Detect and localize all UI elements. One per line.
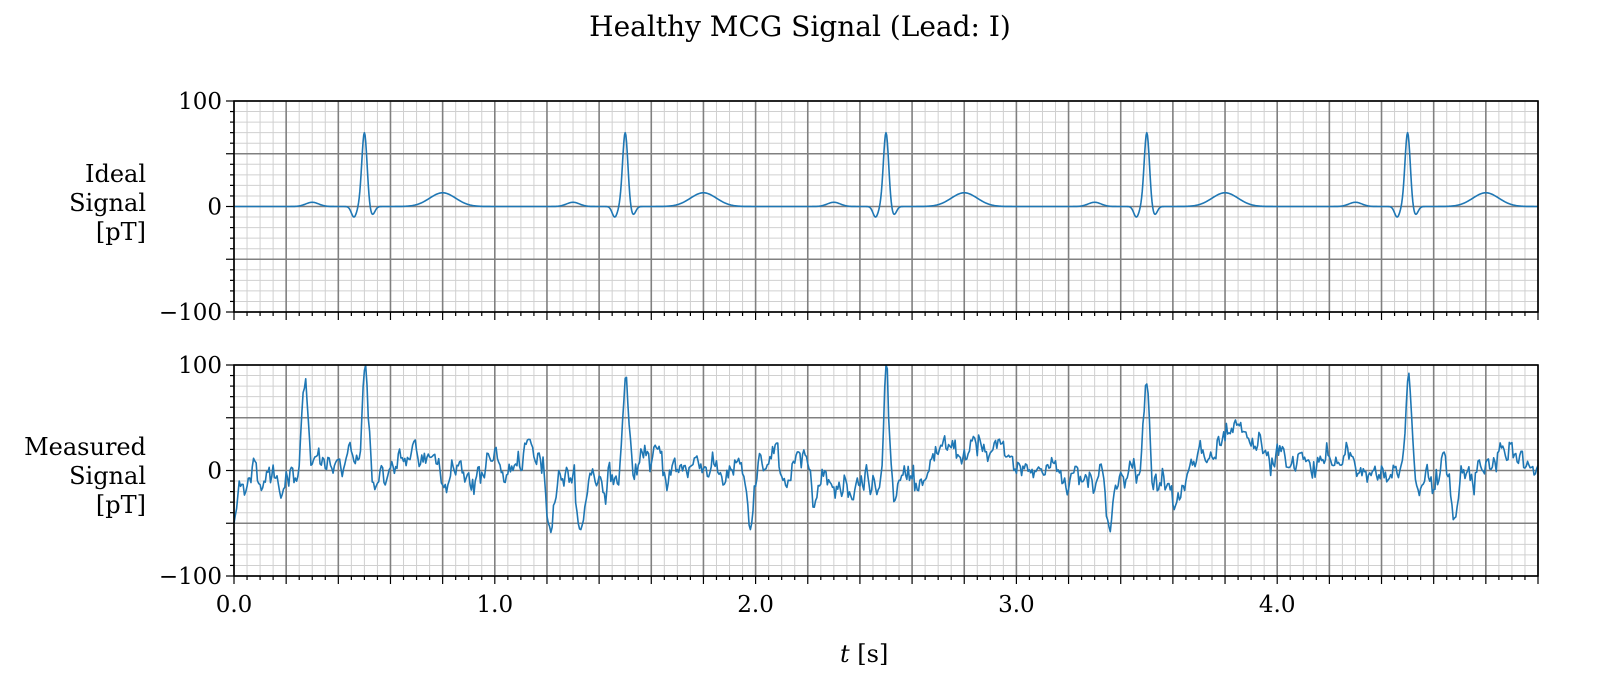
bottom-panel-ylabel: Measured Signal [pT] xyxy=(10,433,146,520)
top-panel-ylabel: Ideal Signal [pT] xyxy=(10,160,146,247)
bottom-y-tick-label: 100 xyxy=(178,353,222,379)
top-y-tick-label: −100 xyxy=(159,300,222,326)
x-tick-label: 3.0 xyxy=(998,592,1035,618)
x-tick-label: 2.0 xyxy=(737,592,774,618)
x-axis-unit: [s] xyxy=(857,640,889,668)
top-ylabel-line-2: Signal xyxy=(69,189,146,217)
x-tick-label: 0.0 xyxy=(216,592,253,618)
bottom-y-tick-label: −100 xyxy=(159,564,222,590)
top-ylabel-line-3: [pT] xyxy=(95,218,146,246)
bottom-ylabel-line-2: Signal xyxy=(69,462,146,490)
chart-title: Healthy MCG Signal (Lead: I) xyxy=(589,10,1011,43)
bottom-y-tick-label: 0 xyxy=(207,459,222,485)
top-signal-line xyxy=(233,131,1539,218)
x-tick-label: 1.0 xyxy=(477,592,514,618)
x-axis-variable: t xyxy=(840,640,850,668)
top-y-tick-label: 0 xyxy=(207,195,222,221)
top-ylabel-line-1: Ideal xyxy=(84,160,146,188)
bottom-ylabel-line-1: Measured xyxy=(24,433,146,461)
x-tick-label: 4.0 xyxy=(1259,592,1296,618)
bottom-ylabel-line-3: [pT] xyxy=(95,491,146,519)
top-y-tick-label: 100 xyxy=(178,89,222,115)
x-axis-label: t [s] xyxy=(840,640,980,668)
